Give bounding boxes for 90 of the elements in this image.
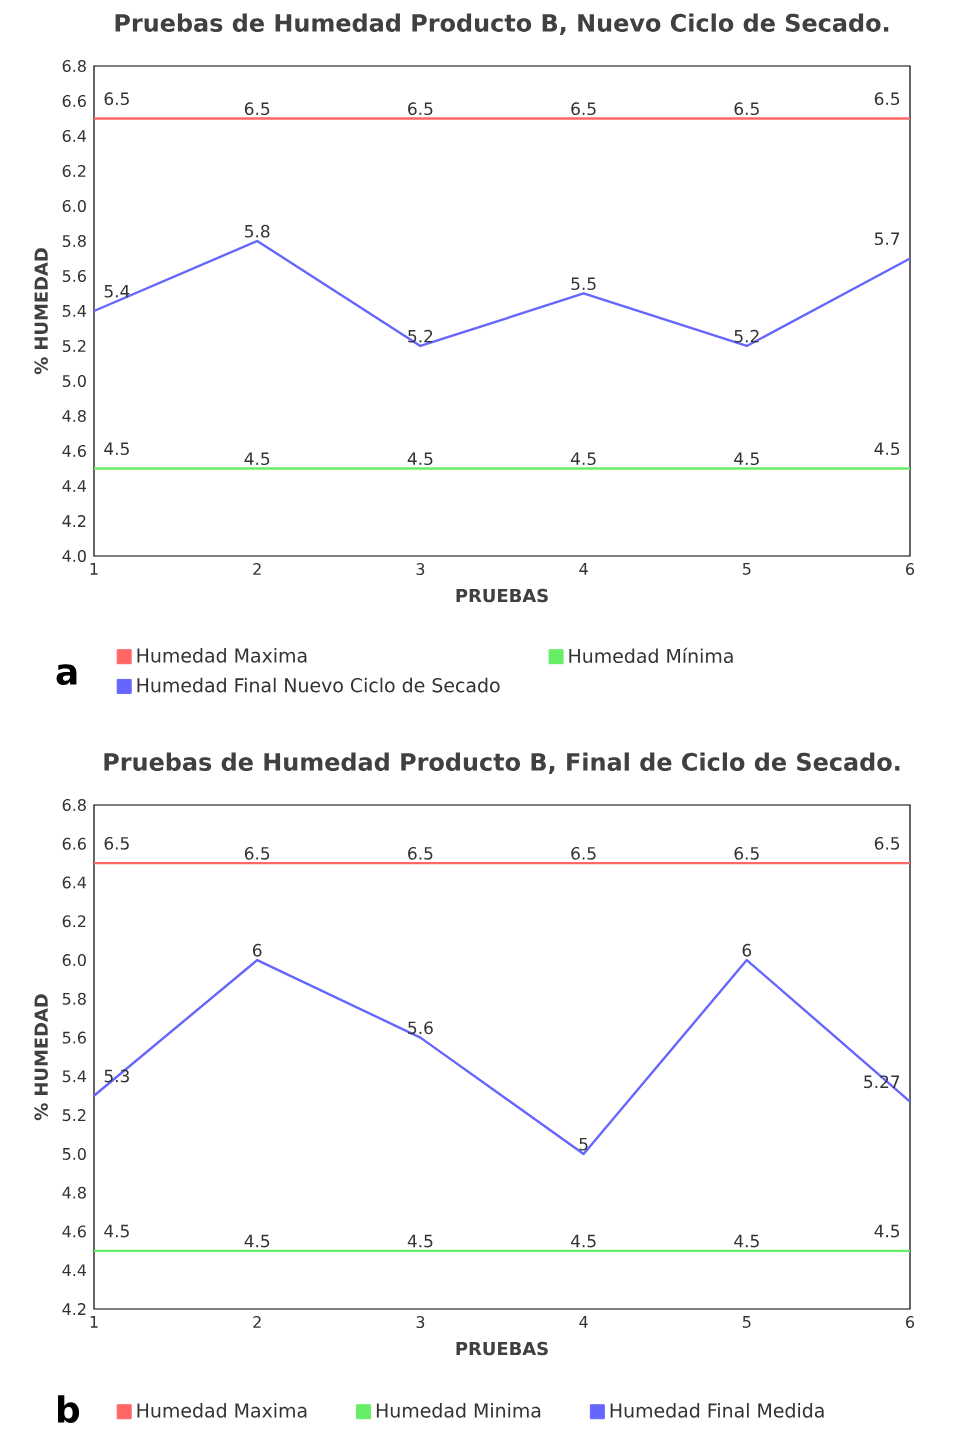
legend-label: Humedad Final Nuevo Ciclo de Secado: [137, 677, 500, 693]
x-tick-label: 3: [416, 1316, 425, 1329]
x-tick-label: 2: [253, 1316, 261, 1328]
data-label: 6.5: [408, 102, 433, 116]
data-label: 4.5: [104, 442, 129, 456]
x-axis-title: PRUEBAS: [456, 588, 548, 603]
y-axis-title: % HUMEDAD: [34, 994, 48, 1121]
x-tick-label: 5: [742, 563, 751, 575]
x-tick-label: 6: [906, 1316, 915, 1329]
data-label: 5.4: [104, 285, 130, 298]
data-label: 4.5: [407, 452, 433, 466]
y-tick-label: 5.4: [62, 305, 87, 317]
y-tick-label: 4.6: [62, 1225, 86, 1238]
data-label: 5.7: [874, 232, 900, 246]
y-tick-label: 5.0: [62, 1147, 86, 1160]
data-label: 6.5: [734, 846, 759, 860]
legend-label: Humedad Mínima: [569, 647, 733, 664]
data-label: 6.5: [244, 102, 270, 116]
data-label: 4.5: [874, 1224, 900, 1238]
chart-title: Pruebas de Humedad Producto B, Final de Ciclo de Secado.: [104, 752, 900, 775]
data-label: 6: [742, 943, 752, 957]
y-tick-label: 5.0: [62, 374, 86, 388]
y-tick-label: 4.2: [62, 1303, 86, 1315]
data-label: 5: [579, 1137, 588, 1151]
x-tick-label: 5: [742, 1316, 751, 1328]
y-tick-label: 4.4: [62, 480, 87, 492]
legend-label: Humedad Minima: [376, 1403, 541, 1418]
y-tick-label: 4.4: [62, 1264, 87, 1277]
y-tick-label: 5.2: [62, 1109, 86, 1122]
y-tick-label: 4.8: [62, 1186, 86, 1199]
data-label: 4.5: [244, 1234, 270, 1248]
y-tick-label: 6.4: [62, 129, 87, 143]
data-label: 6.5: [734, 102, 759, 116]
y-tick-label: 6.8: [62, 798, 86, 812]
x-tick-label: 1: [90, 1316, 98, 1328]
x-tick-label: 3: [416, 563, 425, 576]
data-label: 4.5: [734, 1234, 759, 1248]
x-tick-label: 4: [579, 1316, 588, 1328]
y-tick-label: 5.8: [62, 992, 86, 1005]
y-tick-label: 5.4: [62, 1070, 87, 1083]
data-label: 6.5: [408, 846, 433, 860]
data-label: 5.8: [245, 224, 270, 238]
legend-label: Humedad Maxima: [137, 648, 307, 663]
data-label: 5.6: [408, 1021, 433, 1035]
y-tick-label: 6.0: [62, 954, 86, 967]
y-tick-label: 6.0: [62, 199, 86, 213]
text: a: [56, 664, 77, 685]
data-label: 4.5: [874, 442, 900, 456]
y-tick-label: 6.6: [62, 94, 86, 108]
data-label: 4.5: [244, 452, 270, 466]
y-tick-label: 5.2: [62, 339, 86, 353]
y-tick-label: 5.6: [62, 269, 86, 283]
data-label: 5.2: [734, 329, 759, 343]
data-label: 4.5: [104, 1224, 129, 1238]
data-label: 6.5: [571, 102, 596, 116]
y-tick-label: 4.0: [62, 549, 86, 563]
y-tick-label: 6.4: [62, 876, 87, 889]
data-label: 4.5: [407, 1234, 433, 1248]
y-tick-label: 5.8: [62, 234, 86, 248]
legend-label: Humedad Final Medida: [610, 1403, 824, 1418]
x-tick-label: 4: [579, 563, 588, 575]
line-series: [92, 958, 912, 1156]
data-label: 6.5: [244, 846, 270, 860]
x-tick-label: 2: [253, 563, 261, 575]
data-label: 6.5: [571, 846, 596, 860]
y-tick-label: 4.8: [62, 409, 86, 423]
data-label: 4.5: [734, 452, 759, 466]
data-label: 5.5: [571, 277, 596, 291]
x-tick-label: 6: [906, 563, 915, 576]
y-axis-title: % HUMEDAD: [34, 248, 48, 375]
y-tick-label: 6.8: [62, 59, 86, 72]
data-label: 6.5: [104, 92, 129, 106]
data-label: 4.5: [570, 1234, 596, 1248]
y-tick-label: 5.6: [62, 1031, 86, 1044]
legend-label: Humedad Maxima: [137, 1403, 307, 1418]
data-label: 6.5: [874, 92, 900, 106]
y-tick-label: 4.6: [62, 444, 86, 458]
y-tick-label: 6.2: [62, 915, 86, 928]
y-tick-label: 6.6: [62, 837, 86, 850]
data-label: 4.5: [570, 452, 596, 466]
x-tick-label: 1: [90, 563, 98, 575]
data-label: 6.5: [104, 836, 129, 850]
data-label: 6: [253, 943, 262, 957]
data-label: 6.5: [874, 836, 900, 850]
data-label: 5.2: [408, 329, 433, 343]
x-axis-title: PRUEBAS: [456, 1341, 548, 1356]
y-tick-label: 4.2: [62, 515, 86, 527]
text: b: [58, 1395, 80, 1423]
chart-title: Pruebas de Humedad Producto B, Nuevo Ciclo de Secado.: [115, 13, 889, 35]
y-tick-label: 6.2: [62, 164, 86, 178]
